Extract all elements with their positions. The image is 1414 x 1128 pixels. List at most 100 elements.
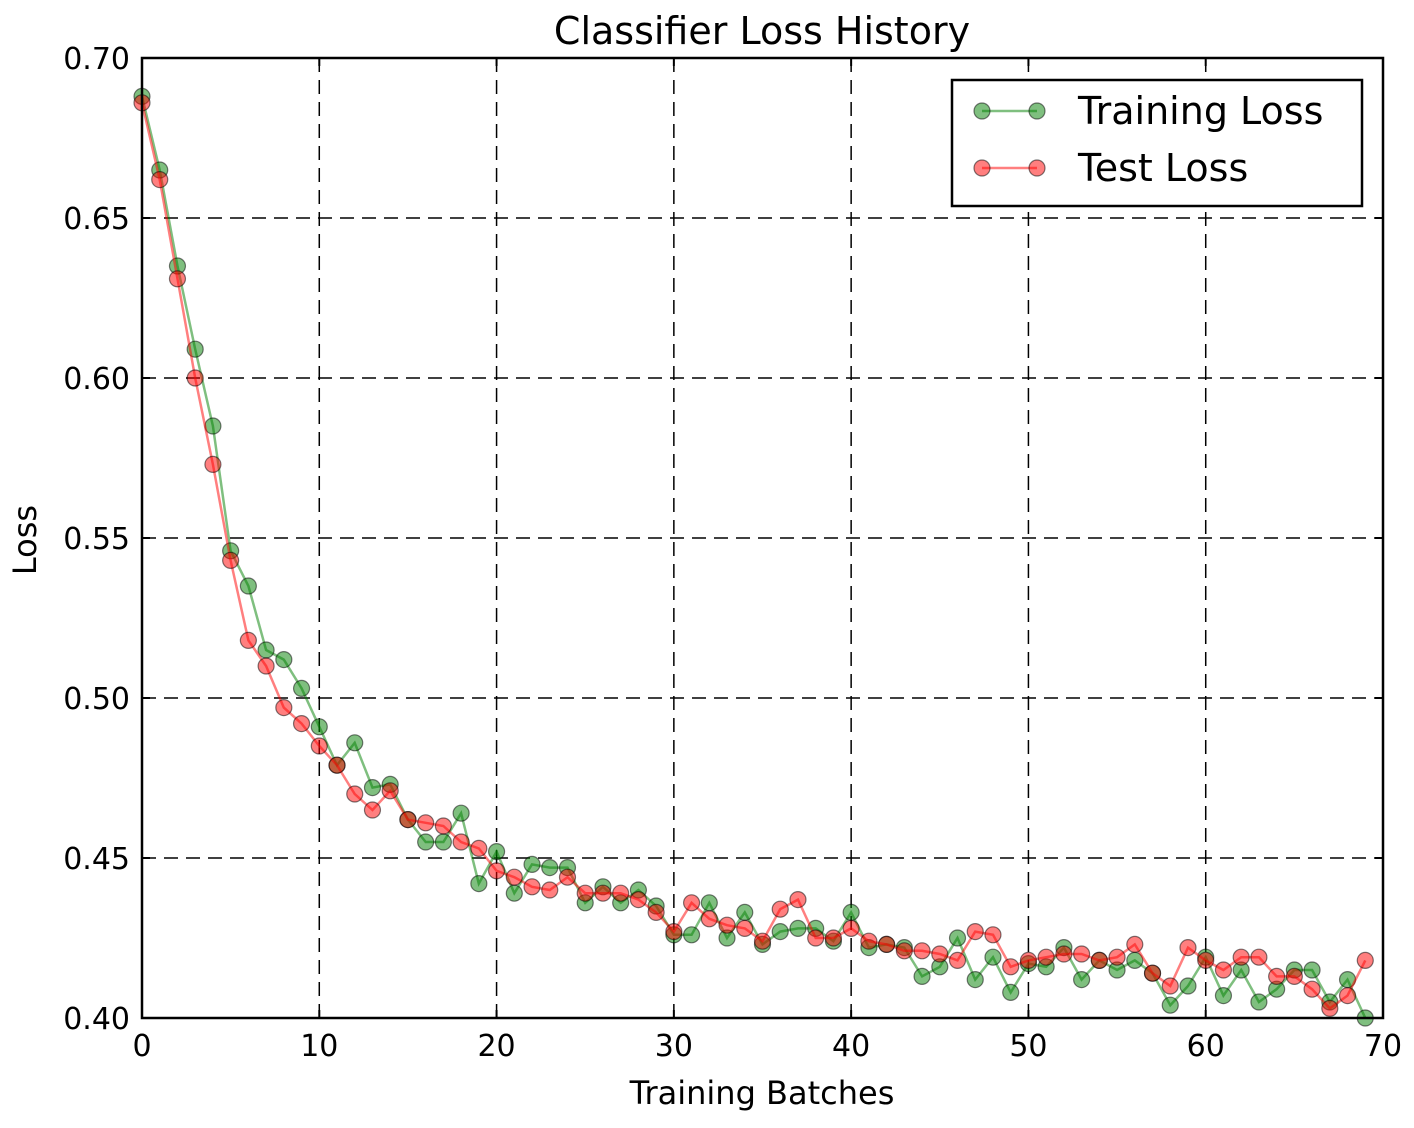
series-line-training-loss <box>140 96 1367 1019</box>
data-point-training-loss <box>1161 996 1179 1014</box>
data-point-training-loss <box>310 718 328 736</box>
data-point-test-loss <box>877 935 896 954</box>
data-point-test-loss <box>1356 951 1374 970</box>
data-point-training-loss <box>966 970 984 989</box>
y-tick-label: 0.70 <box>63 42 130 77</box>
x-tick-label: 40 <box>832 1029 870 1064</box>
data-point-training-loss <box>523 855 541 874</box>
data-point-training-loss <box>842 903 860 922</box>
data-point-test-loss <box>505 868 523 886</box>
data-point-training-loss <box>913 967 931 986</box>
data-point-test-loss <box>275 698 293 717</box>
y-tick-label: 0.50 <box>63 682 130 717</box>
data-point-test-loss <box>168 270 187 288</box>
data-point-training-loss <box>1179 977 1197 995</box>
legend-marker <box>1028 102 1046 120</box>
y-tick-label: 0.60 <box>63 362 130 397</box>
data-point-training-loss <box>292 679 311 698</box>
data-point-training-loss <box>1002 983 1020 1002</box>
data-point-test-loss <box>151 171 169 189</box>
data-point-training-loss <box>505 884 523 902</box>
data-point-test-loss <box>753 932 772 950</box>
x-tick-label: 10 <box>300 1029 338 1064</box>
data-point-test-loss <box>736 919 754 938</box>
data-point-test-loss <box>523 878 541 896</box>
data-point-test-loss <box>966 922 984 941</box>
legend-marker <box>973 102 991 120</box>
legend-box <box>950 78 1364 208</box>
data-point-test-loss <box>1250 948 1268 966</box>
data-point-test-loss <box>1197 951 1215 970</box>
x-tick-label: 70 <box>1364 1029 1402 1064</box>
data-point-test-loss <box>700 910 718 928</box>
data-point-test-loss <box>895 942 913 960</box>
data-point-test-loss <box>470 839 488 858</box>
data-point-test-loss <box>860 932 878 950</box>
data-point-training-loss <box>452 804 470 822</box>
y-tick-label: 0.55 <box>63 522 130 557</box>
data-point-training-loss <box>1073 970 1091 989</box>
data-point-test-loss <box>417 814 435 832</box>
data-point-test-loss <box>1055 945 1073 963</box>
data-point-test-loss <box>558 868 577 886</box>
data-point-test-loss <box>913 942 931 960</box>
data-point-test-loss <box>1126 935 1144 954</box>
data-point-test-loss <box>931 945 949 963</box>
data-point-test-loss <box>1037 948 1055 966</box>
data-point-test-loss <box>1303 980 1321 998</box>
data-point-test-loss <box>292 714 311 733</box>
data-point-training-loss <box>487 842 506 861</box>
data-point-test-loss <box>682 894 701 912</box>
data-point-test-loss <box>1285 967 1303 986</box>
legend-marker <box>973 159 991 177</box>
data-point-test-loss <box>807 929 825 947</box>
data-point-training-loss <box>736 903 754 922</box>
data-point-test-loss <box>1090 951 1108 970</box>
legend: Training Loss Test Loss <box>950 78 1364 208</box>
data-point-test-loss <box>222 551 240 570</box>
y-axis-label: Loss <box>6 505 44 575</box>
data-point-test-loss <box>381 782 399 800</box>
data-point-test-loss <box>346 785 364 803</box>
y-tick-label: 0.45 <box>63 842 130 877</box>
data-point-training-loss <box>948 929 967 947</box>
data-point-training-loss <box>239 577 257 595</box>
data-point-test-loss <box>1073 945 1091 963</box>
data-point-test-loss <box>399 810 417 829</box>
legend-label: Training Loss <box>1077 89 1323 133</box>
legend-label: Test Loss <box>1077 146 1248 190</box>
data-point-training-loss <box>434 833 452 851</box>
data-point-test-loss <box>948 951 967 970</box>
data-point-training-loss <box>470 874 488 893</box>
data-point-test-loss <box>257 657 275 675</box>
data-point-test-loss <box>239 631 257 650</box>
x-tick-label: 0 <box>132 1029 151 1064</box>
data-point-test-loss <box>824 929 843 947</box>
data-point-training-loss <box>275 650 293 669</box>
data-point-test-loss <box>1108 948 1126 966</box>
data-point-test-loss <box>1179 938 1197 957</box>
y-tick-label: 0.65 <box>63 202 130 237</box>
data-point-training-loss <box>700 894 718 912</box>
data-point-training-loss <box>417 833 435 851</box>
data-point-test-loss <box>842 919 860 938</box>
data-point-test-loss <box>984 926 1002 944</box>
legend-item-training-loss: Training Loss <box>973 89 1323 133</box>
data-point-test-loss <box>363 801 382 819</box>
legend-item-test-loss: Test Loss <box>973 146 1248 190</box>
data-point-test-loss <box>594 884 612 902</box>
data-point-training-loss <box>541 858 559 877</box>
chart-title: Classifier Loss History <box>554 9 970 53</box>
y-tick-label: 0.40 <box>63 1002 130 1037</box>
data-series <box>133 87 1374 1027</box>
series-line-test-loss <box>140 102 1367 1011</box>
data-point-test-loss <box>1214 961 1233 979</box>
x-tick-label: 60 <box>1187 1029 1225 1064</box>
data-point-test-loss <box>434 817 452 835</box>
data-point-test-loss <box>629 890 648 909</box>
data-point-training-loss <box>1303 961 1321 979</box>
data-point-test-loss <box>328 756 346 774</box>
data-point-test-loss <box>1019 951 1038 970</box>
data-point-test-loss <box>1143 964 1162 982</box>
